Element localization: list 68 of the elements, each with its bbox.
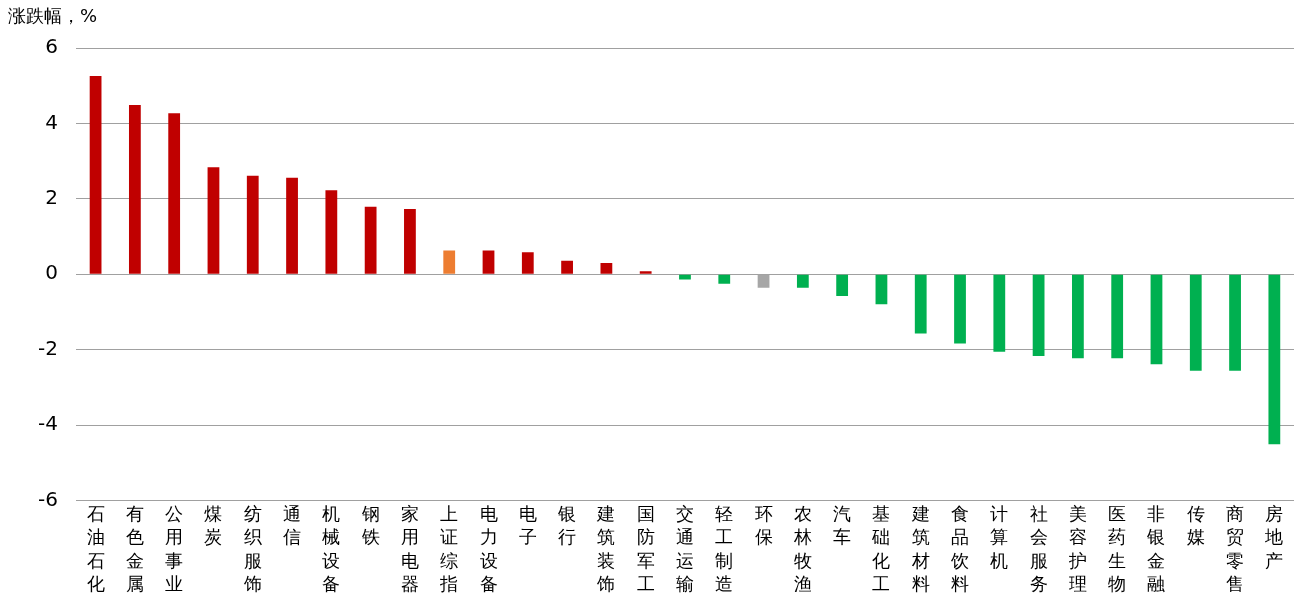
x-tick-label: 通信: [283, 502, 302, 548]
x-tick-label: 电力设备: [479, 502, 498, 594]
x-tick-label: 家用电器: [400, 502, 419, 594]
x-tick-label: 煤炭: [204, 502, 223, 548]
x-tick-label: 房地产: [1264, 502, 1284, 571]
bar: [561, 260, 573, 274]
bar: [521, 252, 534, 274]
y-tick-label: 2: [45, 185, 58, 209]
x-tick-label: 电子: [518, 502, 537, 548]
x-tick-label: 轻工制造: [715, 502, 734, 594]
y-tick-label: 0: [45, 260, 58, 285]
x-tick-label: 汽车: [833, 502, 852, 548]
bar: [207, 167, 220, 274]
bar: [1150, 274, 1163, 365]
x-tick-label: 社会服务: [1029, 502, 1048, 594]
x-tick-label: 美容护理: [1067, 502, 1087, 594]
bar: [796, 274, 809, 288]
bar: [1229, 274, 1241, 371]
bar: [1111, 274, 1124, 359]
x-tick-label: 纺织服饰: [242, 502, 262, 594]
bar: [639, 271, 652, 274]
bar: [954, 274, 966, 344]
bar: [600, 262, 613, 274]
bar: [246, 175, 259, 274]
bar: [89, 75, 102, 274]
bar: [364, 206, 377, 274]
x-tick-label: 传媒: [1186, 502, 1205, 548]
y-tick-label: 6: [45, 34, 58, 59]
bar: [718, 274, 731, 284]
x-tick-label: 有色金属: [125, 502, 144, 594]
bar: [1032, 274, 1045, 357]
x-tick-label: 机械设备: [322, 502, 341, 594]
x-tick-label: 农林牧渔: [792, 502, 812, 594]
bar: [1189, 274, 1202, 371]
y-tick-label: -4: [37, 411, 58, 436]
bar: [168, 113, 181, 274]
x-tick-label: 食品饮料: [950, 502, 970, 594]
bar: [482, 250, 495, 274]
x-tick-label: 建筑装饰: [596, 502, 616, 594]
x-tick-label: 非银金融: [1146, 502, 1166, 594]
bar: [443, 250, 456, 274]
y-tick-label: -2: [37, 335, 58, 360]
x-tick-label: 石油石化: [86, 502, 105, 594]
x-tick-label: 计算机: [990, 502, 1009, 571]
y-tick-label: -6: [37, 486, 58, 511]
bar: [286, 177, 298, 274]
bar: [836, 274, 849, 297]
x-tick-label: 基础化工: [871, 502, 891, 594]
x-tick-label: 交通运输: [675, 502, 694, 594]
bar: [875, 274, 888, 305]
bar: [1072, 274, 1084, 359]
y-tick-label: 4: [45, 109, 58, 134]
bar: [914, 274, 927, 334]
x-tick-label: 环保: [754, 502, 773, 548]
x-tick-label: 国防军工: [636, 502, 655, 594]
y-axis-title: 涨跌幅，%: [8, 4, 98, 26]
bar: [1268, 274, 1281, 445]
x-tick-label: 商贸零售: [1226, 502, 1245, 594]
x-tick-label: 建筑材料: [910, 502, 930, 594]
x-tick-label: 银行: [557, 502, 577, 548]
x-tick-label: 医药生物: [1108, 502, 1127, 594]
bar: [404, 208, 416, 274]
x-tick-label: 钢铁: [360, 502, 380, 548]
x-tick-label: 公用事业: [165, 502, 184, 594]
bar: [993, 274, 1006, 352]
bar: [325, 190, 338, 274]
x-tick-label: 上证综指: [439, 502, 459, 594]
bar: [128, 104, 141, 274]
